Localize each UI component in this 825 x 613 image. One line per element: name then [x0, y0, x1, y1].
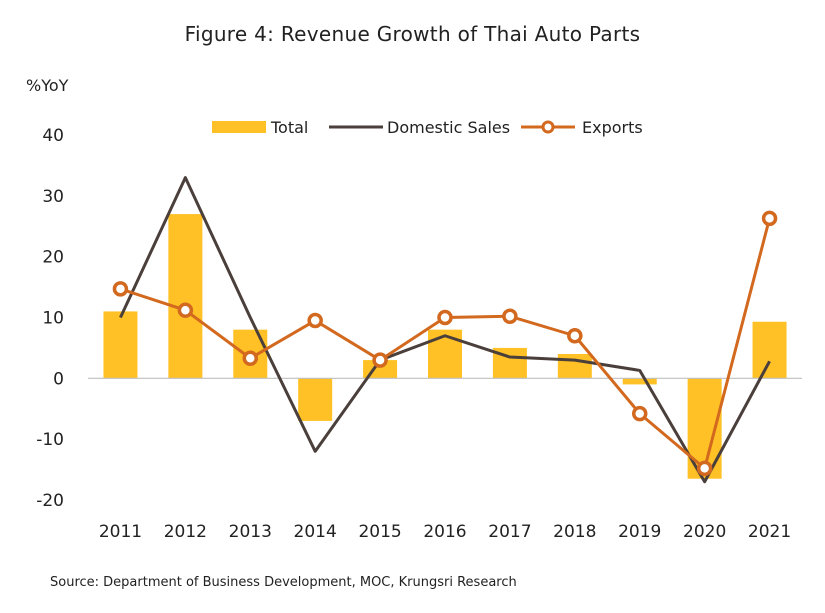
point-exports-2019 — [631, 405, 648, 422]
x-tick-2016: 2016 — [423, 522, 466, 542]
y-tick-labels: 40 30 20 10 0 -10 -20 — [36, 126, 64, 511]
y-tick-10: 10 — [42, 309, 64, 329]
bar-2016 — [428, 329, 462, 379]
y-tick-20: 20 — [42, 248, 64, 268]
bar-2018 — [557, 354, 592, 379]
legend-label-domestic-sales: Domestic Sales — [387, 118, 510, 137]
bar-2019 — [622, 378, 657, 385]
x-tick-2020: 2020 — [683, 522, 726, 542]
chart-title: Figure 4: Revenue Growth of Thai Auto Pa… — [184, 22, 641, 46]
x-tick-2015: 2015 — [358, 522, 401, 542]
x-tick-2021: 2021 — [748, 522, 791, 542]
legend-label-total: Total — [270, 118, 308, 137]
y-axis-label: %YoY — [26, 76, 69, 95]
x-tick-2014: 2014 — [294, 522, 337, 542]
legend: Total Domestic Sales Exports — [212, 118, 643, 137]
bar-2021 — [752, 321, 787, 379]
point-exports-2013 — [242, 350, 259, 367]
legend-marker-exports — [541, 120, 555, 134]
point-exports-2021 — [761, 210, 778, 227]
legend-swatch-total — [212, 121, 266, 133]
source-note: Source: Department of Business Developme… — [50, 575, 517, 590]
y-tick-40: 40 — [42, 126, 64, 146]
y-tick-30: 30 — [42, 187, 64, 207]
line-series — [112, 176, 778, 484]
x-tick-2018: 2018 — [553, 522, 596, 542]
x-tick-2017: 2017 — [488, 522, 531, 542]
point-exports-2014 — [307, 312, 323, 329]
y-tick-0: 0 — [53, 369, 64, 389]
legend-label-exports: Exports — [582, 118, 643, 137]
point-exports-2016 — [437, 309, 453, 326]
x-tick-2011: 2011 — [99, 522, 142, 542]
x-tick-2013: 2013 — [229, 522, 272, 542]
y-tick--20: -20 — [36, 491, 64, 511]
point-exports-2015 — [372, 352, 388, 368]
x-tick-2012: 2012 — [164, 522, 207, 542]
bar-series-total — [103, 214, 787, 479]
point-exports-2011 — [112, 281, 129, 297]
line-domestic-sales — [119, 176, 771, 484]
y-tick--10: -10 — [36, 430, 64, 450]
bar-2012 — [168, 214, 203, 379]
bar-2011 — [103, 311, 138, 379]
point-exports-2012 — [177, 302, 194, 318]
point-exports-2018 — [567, 328, 583, 344]
x-tick-labels: 2011 2012 2013 2014 2015 2016 2017 2018 2019 2020… — [99, 522, 791, 542]
x-tick-2019: 2019 — [618, 522, 661, 542]
bar-2014 — [298, 378, 333, 421]
point-exports-2017 — [502, 308, 518, 325]
point-exports-2020 — [696, 460, 713, 477]
